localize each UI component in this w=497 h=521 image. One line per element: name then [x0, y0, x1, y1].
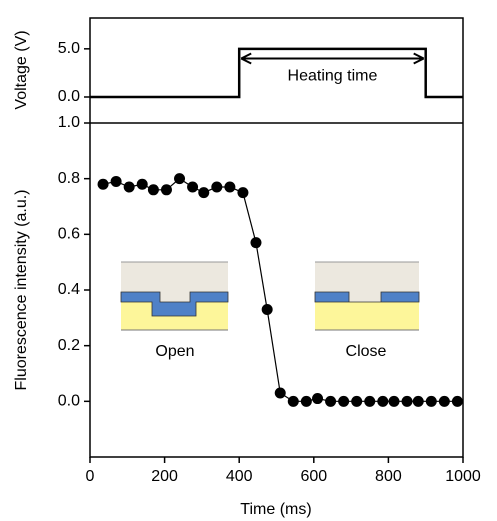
x-tick-label: 0 [86, 468, 95, 485]
y-tick-label: 1.0 [58, 114, 80, 131]
plot-frame [89, 17, 464, 458]
data-point [287, 395, 299, 407]
x-tick-label: 800 [375, 468, 402, 485]
data-point [351, 395, 363, 407]
data-point [147, 184, 159, 196]
inset-label: Open [155, 343, 194, 360]
y-tick-label: 0.6 [58, 226, 80, 243]
x-axis-label: Time (ms) [240, 501, 311, 518]
y-tick-label: 0.4 [58, 281, 80, 298]
data-point [451, 395, 463, 407]
x-tick-label: 200 [151, 468, 178, 485]
annotation-text: Heating time [288, 68, 378, 85]
data-point [300, 395, 312, 407]
data-point [364, 395, 376, 407]
data-point [312, 393, 324, 405]
data-point [325, 395, 337, 407]
data-point [388, 395, 400, 407]
y-axis-label: Voltage (V) [13, 30, 30, 109]
arrow-head [240, 52, 425, 65]
data-point [123, 181, 135, 193]
data-point [401, 395, 413, 407]
data-point [174, 173, 186, 185]
voltage-line [90, 47, 463, 99]
data-point [187, 181, 199, 193]
data-point [160, 184, 172, 196]
inset-close [314, 261, 420, 331]
data-point [224, 181, 236, 193]
y-axis-label: Fluorescence intensity (a.u.) [13, 190, 30, 391]
y-tick-label: 5.0 [58, 40, 80, 57]
x-tick-label: 1000 [445, 468, 481, 485]
data-point [438, 395, 450, 407]
y-tick-label: 0.0 [58, 393, 80, 410]
data-point [338, 395, 350, 407]
data-point [136, 178, 148, 190]
y-tick-label: 0.2 [58, 337, 80, 354]
x-tick-label: 400 [226, 468, 253, 485]
data-point [377, 395, 389, 407]
y-tick-label: 0.8 [58, 170, 80, 187]
data-point [237, 187, 249, 199]
data-point [110, 175, 122, 187]
data-point [211, 181, 223, 193]
x-tick-label: 600 [300, 468, 327, 485]
data-point [250, 237, 262, 249]
y-tick-label: 0.0 [58, 88, 80, 105]
data-point [425, 395, 437, 407]
data-point [261, 303, 273, 315]
inset-open [120, 261, 229, 331]
data-point [412, 395, 424, 407]
data-point [274, 387, 286, 399]
data-point [97, 178, 109, 190]
data-point [198, 187, 210, 199]
inset-label: Close [346, 343, 387, 360]
